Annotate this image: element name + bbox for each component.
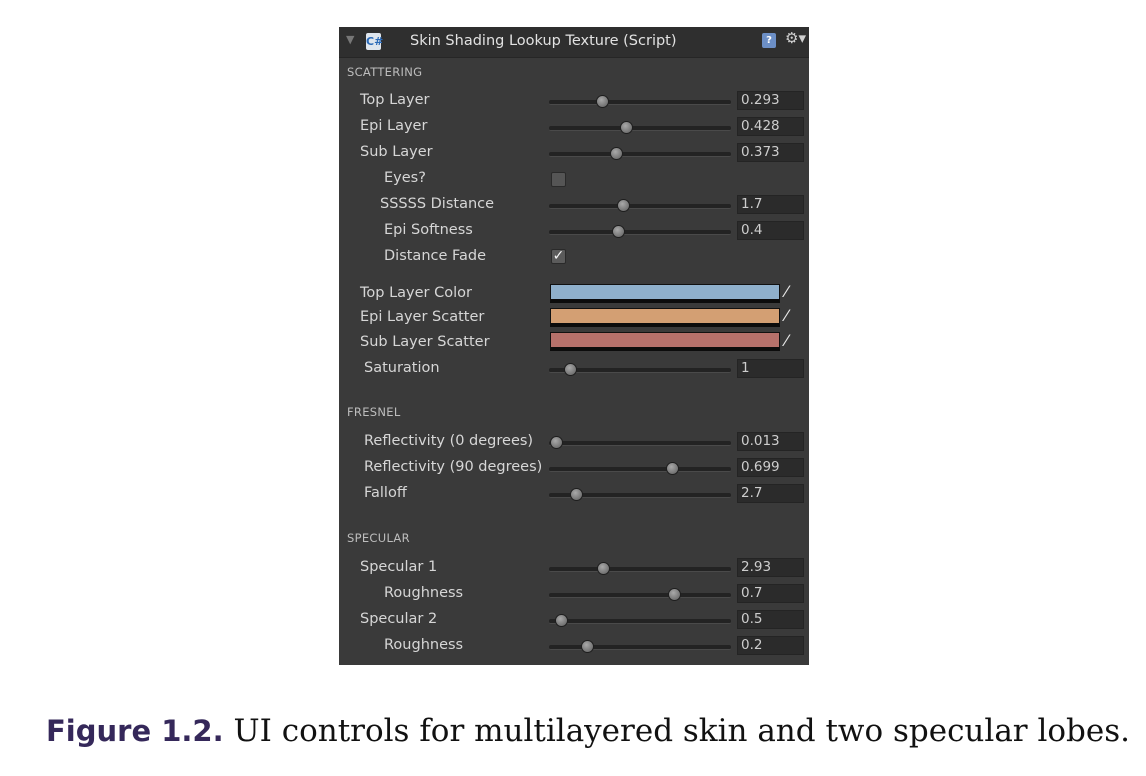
distance-fade-label: Distance Fade (384, 248, 487, 264)
sub-layer-label: Sub Layer (360, 144, 433, 160)
eyedropper-icon[interactable]: ⁄ (785, 282, 788, 301)
slider-thumb[interactable] (569, 488, 583, 501)
reflectivity-90-slider[interactable] (549, 462, 731, 475)
reflectivity-90-field[interactable]: 0.699 (737, 458, 804, 477)
roughness-2-label: Roughness (384, 637, 464, 653)
specular-1-label: Specular 1 (360, 559, 438, 575)
top-layer-color-swatch[interactable] (550, 284, 780, 303)
slider-thumb[interactable] (610, 147, 624, 160)
slider-thumb[interactable] (597, 562, 611, 575)
sub-layer-scatter-swatch[interactable] (550, 332, 780, 351)
roughness-1-label: Roughness (384, 585, 464, 601)
specular-1-field[interactable]: 2.93 (737, 558, 804, 577)
top-layer-color-label: Top Layer Color (360, 285, 472, 301)
slider-thumb[interactable] (555, 614, 569, 627)
section-header-specular: SPECULAR (347, 531, 410, 545)
slider-thumb[interactable] (666, 462, 680, 475)
figure-caption: Figure 1.2. UI controls for multilayered… (46, 713, 1130, 749)
figure-label: Figure 1.2. (46, 714, 224, 748)
slider-thumb[interactable] (611, 225, 625, 238)
saturation-slider[interactable] (549, 363, 731, 376)
epi-softness-field[interactable]: 0.4 (737, 221, 804, 240)
epi-layer-field[interactable]: 0.428 (737, 117, 804, 136)
help-book-icon[interactable]: ? (762, 33, 776, 48)
epi-layer-label: Epi Layer (360, 118, 428, 134)
section-header-fresnel: FRESNEL (347, 405, 401, 419)
slider-thumb[interactable] (620, 121, 634, 134)
epi-softness-label: Epi Softness (384, 222, 473, 238)
top-layer-label: Top Layer (360, 92, 430, 108)
component-title: Skin Shading Lookup Texture (Script) (410, 33, 677, 49)
sub-layer-field[interactable]: 0.373 (737, 143, 804, 162)
specular-2-slider[interactable] (549, 614, 731, 627)
sub-layer-slider[interactable] (549, 147, 731, 160)
epi-layer-slider[interactable] (549, 121, 731, 134)
sssss-distance-label: SSSSS Distance (380, 196, 495, 212)
slider-thumb[interactable] (564, 363, 578, 376)
epi-softness-slider[interactable] (549, 225, 731, 238)
specular-2-field[interactable]: 0.5 (737, 610, 804, 629)
specular-2-label: Specular 2 (360, 611, 438, 627)
csharp-script-icon: C# (366, 33, 384, 50)
eyedropper-icon[interactable]: ⁄ (785, 331, 788, 350)
triangle-down-icon[interactable]: ▼ (346, 33, 355, 46)
inspector-panel: ▼ C# Skin Shading Lookup Texture (Script… (339, 27, 809, 665)
section-header-scattering: SCATTERING (347, 65, 423, 79)
distance-fade-checkbox[interactable]: ✓ (551, 248, 566, 264)
eyes-checkbox[interactable] (551, 172, 566, 187)
gear-icon[interactable]: ⚙▾ (785, 29, 806, 47)
reflectivity-0-slider[interactable] (549, 436, 731, 449)
specular-1-slider[interactable] (549, 562, 731, 575)
saturation-field[interactable]: 1 (737, 359, 804, 378)
roughness-1-field[interactable]: 0.7 (737, 584, 804, 603)
epi-layer-scatter-label: Epi Layer Scatter (360, 309, 485, 325)
slider-thumb[interactable] (668, 588, 682, 601)
roughness-2-field[interactable]: 0.2 (737, 636, 804, 655)
sssss-distance-field[interactable]: 1.7 (737, 195, 804, 214)
sub-layer-scatter-label: Sub Layer Scatter (360, 334, 490, 350)
figure-caption-text: UI controls for multilayered skin and tw… (233, 713, 1131, 749)
top-layer-slider[interactable] (549, 95, 731, 108)
epi-layer-scatter-swatch[interactable] (550, 308, 780, 327)
slider-thumb[interactable] (580, 640, 594, 653)
falloff-field[interactable]: 2.7 (737, 484, 804, 503)
falloff-label: Falloff (364, 485, 407, 501)
reflectivity-90-label: Reflectivity (90 degrees) (364, 459, 543, 475)
roughness-2-slider[interactable] (549, 640, 731, 653)
reflectivity-0-field[interactable]: 0.013 (737, 432, 804, 451)
eyedropper-icon[interactable]: ⁄ (785, 306, 788, 325)
eyes-label: Eyes? (384, 170, 426, 186)
saturation-label: Saturation (364, 360, 440, 376)
component-header[interactable]: ▼ C# Skin Shading Lookup Texture (Script… (339, 27, 809, 58)
top-layer-field[interactable]: 0.293 (737, 91, 804, 110)
reflectivity-0-label: Reflectivity (0 degrees) (364, 433, 534, 449)
slider-thumb[interactable] (617, 199, 631, 212)
falloff-slider[interactable] (549, 488, 731, 501)
slider-thumb[interactable] (549, 436, 563, 449)
sssss-distance-slider[interactable] (549, 199, 731, 212)
roughness-1-slider[interactable] (549, 588, 731, 601)
slider-thumb[interactable] (595, 95, 609, 108)
